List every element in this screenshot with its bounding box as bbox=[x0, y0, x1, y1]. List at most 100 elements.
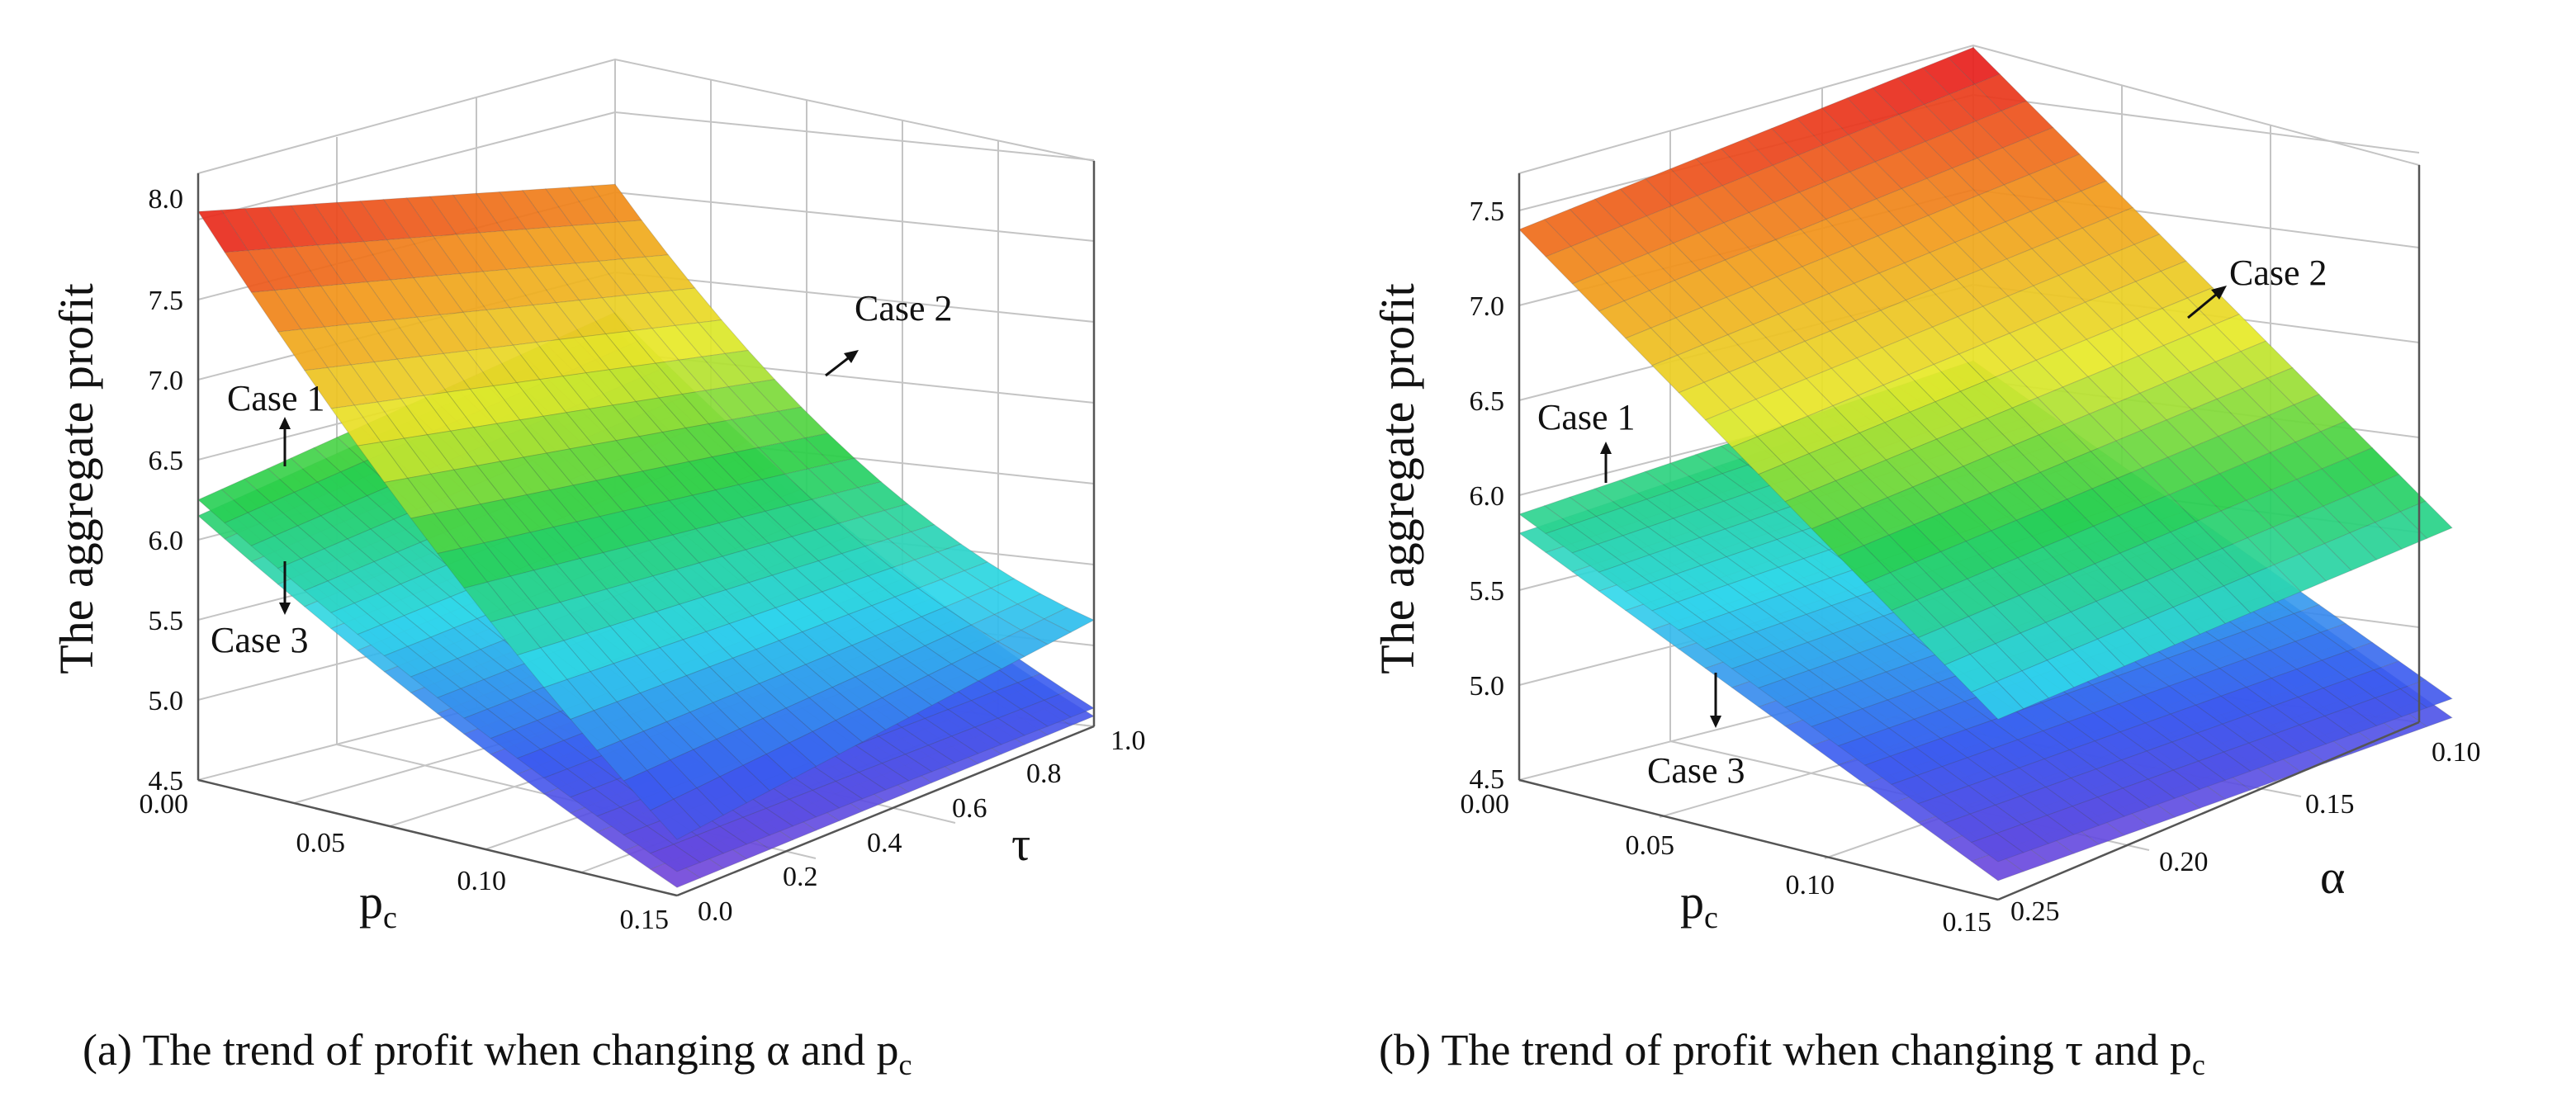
x-tick: 0.15 bbox=[620, 905, 670, 935]
surface-cell bbox=[2223, 574, 2276, 614]
surface-case-2 bbox=[1518, 46, 2453, 721]
z-tick: 7.5 bbox=[1470, 196, 1505, 227]
surface-cell bbox=[904, 674, 956, 707]
y-tick: 1.0 bbox=[1110, 726, 1146, 756]
surface-cell bbox=[1970, 852, 2024, 881]
panel-b-z-ticks: 4.5 5.0 5.5 6.0 6.5 7.0 7.5 bbox=[1470, 196, 1505, 795]
case1-arrowhead bbox=[279, 417, 291, 429]
x-tick: 0.05 bbox=[1626, 830, 1675, 861]
surface-cell bbox=[950, 652, 1002, 682]
y-tick: 0.25 bbox=[2010, 896, 2060, 927]
y-tick: 0.15 bbox=[2305, 789, 2355, 820]
case1-label: Case 1 bbox=[227, 378, 325, 418]
panel-a-z-ticks: 4.5 5.0 5.5 6.0 6.5 7.0 7.5 8.0 bbox=[149, 184, 184, 796]
x-axis-label-main: p bbox=[359, 875, 383, 929]
x-tick: 0.15 bbox=[1943, 907, 1992, 938]
panel-a-caption: (a) The trend of profit when changing α … bbox=[83, 1025, 912, 1081]
x-axis-label-sub: c bbox=[383, 900, 397, 935]
z-tick: 6.0 bbox=[1470, 481, 1505, 512]
surface-cell bbox=[812, 781, 864, 809]
panel-b-y-ticks: 0.25 0.20 0.15 0.10 bbox=[2010, 737, 2481, 927]
case2-label: Case 2 bbox=[855, 288, 953, 328]
case3-label: Case 3 bbox=[1647, 750, 1745, 791]
x-tick: 0.10 bbox=[457, 866, 507, 896]
panel-b-x-ticks: 0.00 0.05 0.10 0.15 bbox=[1461, 789, 1992, 938]
y-axis-label: α bbox=[2320, 850, 2345, 904]
y-tick: 0.8 bbox=[1026, 759, 1062, 789]
x-tick: 0.00 bbox=[1461, 789, 1510, 820]
y-tick: 0.6 bbox=[952, 793, 987, 824]
z-tick: 5.0 bbox=[1470, 671, 1505, 702]
surface-cell bbox=[927, 735, 979, 763]
surface-cell bbox=[2247, 733, 2302, 763]
surface-cell bbox=[765, 798, 817, 827]
case2-arrowhead bbox=[2211, 286, 2227, 300]
surface-cell bbox=[904, 744, 956, 773]
x-tick: 0.05 bbox=[296, 828, 346, 858]
z-tick: 4.5 bbox=[149, 766, 184, 796]
panel-b-caption: (b) The trend of profit when changing τ … bbox=[1379, 1025, 2205, 1081]
surface-case-2 bbox=[197, 183, 1096, 840]
y-tick: 0.4 bbox=[867, 828, 902, 858]
surface-cell bbox=[858, 697, 910, 730]
surface-cell bbox=[1970, 681, 2024, 721]
z-tick: 6.0 bbox=[149, 526, 184, 556]
case2-label: Case 2 bbox=[2229, 253, 2327, 293]
z-tick: 6.5 bbox=[1470, 386, 1505, 417]
x-axis-label-sub: c bbox=[1704, 900, 1718, 935]
panel-b-box bbox=[1518, 165, 2421, 901]
z-tick: 7.5 bbox=[149, 286, 184, 316]
surface-cell bbox=[858, 763, 910, 791]
y-tick: 0.2 bbox=[783, 862, 818, 892]
panel-a-surfaces bbox=[197, 183, 1096, 888]
panel-b-annotations: Case 2 Case 1 Case 3 bbox=[1537, 253, 2327, 791]
case3-arrowhead bbox=[1710, 716, 1721, 728]
panel-a-annotations: Case 2 Case 1 Case 3 bbox=[211, 288, 953, 660]
surface-cell bbox=[2273, 553, 2327, 593]
y-tick: 0.0 bbox=[698, 896, 733, 927]
x-axis-label: pc bbox=[359, 875, 397, 935]
y-tick: 0.20 bbox=[2159, 847, 2209, 877]
y-axis-label: τ bbox=[1011, 817, 1030, 871]
case1-label: Case 1 bbox=[1537, 397, 1636, 437]
x-axis-label-main: p bbox=[1680, 875, 1704, 929]
x-axis-label: pc bbox=[1680, 875, 1718, 935]
z-tick: 4.5 bbox=[1470, 764, 1505, 795]
surface-cell bbox=[788, 789, 841, 818]
surface-cell bbox=[2223, 742, 2277, 772]
surface-cell bbox=[881, 686, 933, 718]
x-tick: 0.00 bbox=[140, 789, 189, 820]
surface-cell bbox=[2273, 724, 2327, 754]
z-axis-label: The aggregate profit bbox=[50, 283, 103, 674]
surface-cell bbox=[649, 798, 701, 840]
surface-cell bbox=[835, 708, 887, 743]
surface-cell bbox=[2046, 806, 2100, 835]
case3-arrowhead bbox=[279, 603, 291, 615]
panel-a-x-ticks: 0.00 0.05 0.10 0.15 bbox=[140, 789, 670, 935]
surface-cell bbox=[649, 844, 702, 872]
z-tick: 5.0 bbox=[149, 686, 184, 716]
panel-b: 4.5 5.0 5.5 6.0 6.5 7.0 7.5 0.00 0.05 0.… bbox=[1371, 44, 2481, 1081]
z-tick: 5.5 bbox=[149, 606, 184, 636]
z-axis-label: The aggregate profit bbox=[1371, 283, 1424, 674]
surface-cell bbox=[881, 754, 933, 782]
surface-cell bbox=[2046, 649, 2100, 688]
z-tick: 7.0 bbox=[1470, 291, 1505, 322]
z-tick: 6.5 bbox=[149, 446, 184, 476]
surface-cell bbox=[672, 834, 725, 863]
case2-arrow bbox=[2187, 289, 2222, 319]
case3-label: Case 3 bbox=[211, 620, 309, 660]
surface-cell bbox=[1970, 833, 2024, 863]
z-tick: 5.5 bbox=[1470, 576, 1505, 607]
y-tick: 0.10 bbox=[2432, 737, 2481, 768]
surface-cell bbox=[1996, 670, 2049, 710]
z-tick: 7.0 bbox=[149, 366, 184, 396]
x-tick: 0.10 bbox=[1786, 870, 1835, 900]
surface-cell bbox=[695, 825, 748, 854]
surface-cell bbox=[927, 663, 979, 694]
panel-a: 4.5 5.0 5.5 6.0 6.5 7.0 7.5 8.0 0.00 0.0… bbox=[50, 58, 1146, 1081]
panel-a-y-ticks: 0.0 0.2 0.4 0.6 0.8 1.0 bbox=[698, 726, 1146, 927]
z-tick: 8.0 bbox=[149, 184, 184, 215]
case2-arrowhead bbox=[844, 350, 859, 363]
